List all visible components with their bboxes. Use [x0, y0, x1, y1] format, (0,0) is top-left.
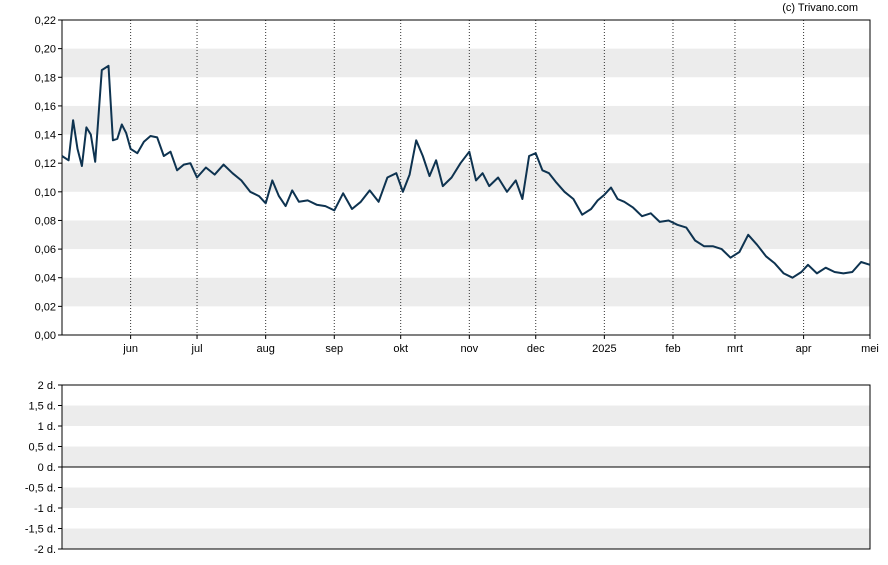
- y-tick-label: 0,10: [35, 187, 56, 199]
- y-tick-label: 0,5 d.: [28, 442, 56, 454]
- y-tick-label: 0,14: [35, 130, 56, 142]
- x-tick-label: jul: [191, 343, 203, 355]
- y-tick-label: 2 d.: [38, 380, 56, 392]
- y-tick-label: -2 d.: [34, 544, 56, 556]
- grid-band: [62, 220, 870, 250]
- y-tick-label: 0,00: [35, 330, 56, 342]
- y-tick-label: 0,04: [35, 273, 56, 285]
- y-tick-label: 1,5 d.: [28, 401, 56, 413]
- grid-band: [62, 487, 870, 508]
- x-tick-label: nov: [460, 343, 478, 355]
- y-tick-label: 0,08: [35, 215, 56, 227]
- x-tick-label: okt: [393, 343, 408, 355]
- plot-border: [61, 19, 871, 336]
- y-tick-label: 0 d.: [38, 462, 56, 474]
- y-tick-label: 0,02: [35, 301, 56, 313]
- x-tick-label: sep: [325, 343, 343, 355]
- x-tick-label: 2025: [592, 343, 616, 355]
- price-line: [61, 64, 871, 279]
- plot-border: [61, 384, 871, 550]
- grid-band: [62, 405, 870, 426]
- grid-band: [62, 446, 870, 467]
- volume-chart: -2 d. -1,5 d. -1 d. -0,5 d. 0 d. 0,5 d. 1 d. 1,…: [25, 380, 871, 556]
- y-tick-label: 0,20: [35, 44, 56, 56]
- y-tick-label: 0,16: [35, 101, 56, 113]
- y-tick-label: -0,5 d.: [25, 483, 56, 495]
- y-tick-label: -1 d.: [34, 503, 56, 515]
- y-tick-label: 1 d.: [38, 421, 56, 433]
- grid-band: [62, 105, 870, 135]
- x-tick-label: mrt: [727, 343, 743, 355]
- grid-band: [62, 163, 870, 192]
- y-tick-label: 0,06: [35, 244, 56, 256]
- y-tick-label: 0,18: [35, 72, 56, 84]
- x-tick-label: feb: [665, 343, 680, 355]
- grid-band: [62, 528, 870, 549]
- x-tick-label: apr: [796, 343, 812, 355]
- y-tick-label: -1,5 d.: [25, 524, 56, 536]
- price-chart: jun jul aug sep okt nov dec 2025 feb mrt apr mei 0,0…: [35, 15, 879, 355]
- x-tick-label: dec: [527, 343, 545, 355]
- grid-band: [62, 48, 870, 78]
- grid-band: [62, 277, 870, 307]
- credit-label: (c) Trivano.com: [782, 2, 858, 14]
- x-tick-label: aug: [256, 343, 274, 355]
- x-tick-label: mei: [861, 343, 879, 355]
- y-tick-label: 0,12: [35, 158, 56, 170]
- x-tick-label: jun: [122, 343, 138, 355]
- y-tick-label: 0,22: [35, 15, 56, 27]
